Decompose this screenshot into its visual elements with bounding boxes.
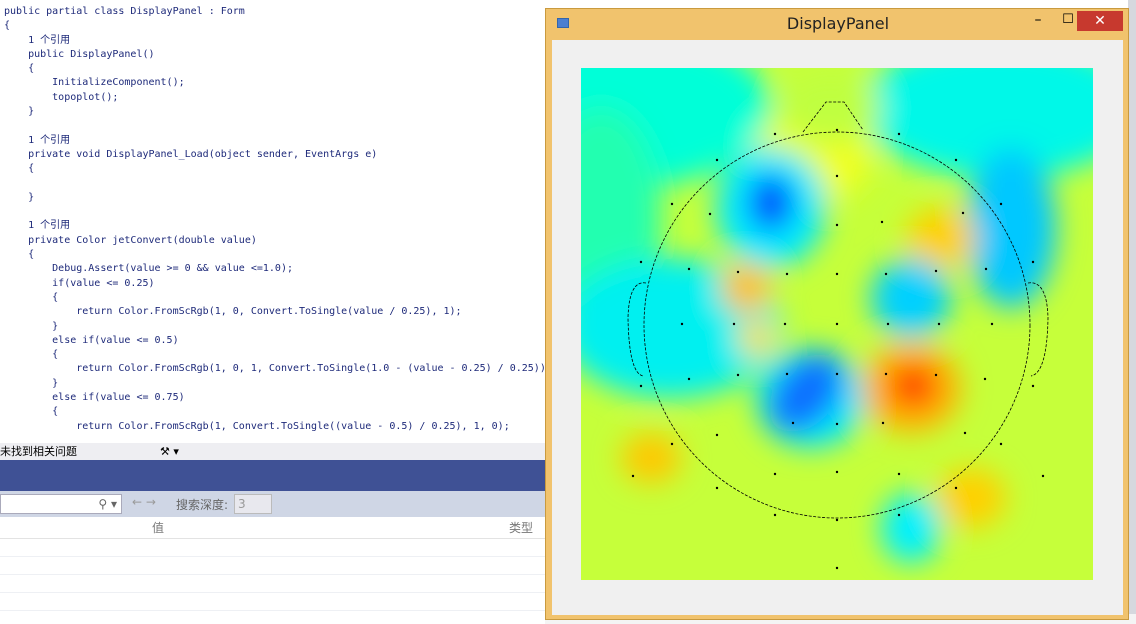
search-box[interactable]: ⚲ ▾	[0, 494, 122, 514]
electrode	[736, 270, 740, 274]
electrode	[934, 373, 938, 377]
electrode	[961, 211, 965, 215]
electrode	[791, 421, 795, 425]
electrode	[835, 566, 839, 570]
electrode	[835, 223, 839, 227]
electrode	[897, 513, 901, 517]
electrode	[835, 174, 839, 178]
electrode	[680, 322, 684, 326]
close-button[interactable]: ✕	[1077, 11, 1123, 31]
electrode	[999, 442, 1003, 446]
search-row: ⚲ ▾ ← → 搜索深度: 3	[0, 491, 545, 517]
column-header[interactable]: 值	[152, 521, 165, 535]
electrode	[708, 212, 712, 216]
electrode	[881, 421, 885, 425]
electrode	[783, 322, 787, 326]
status-text: 未找到相关问题	[0, 445, 77, 458]
topoplot	[581, 68, 1093, 580]
electrode	[897, 132, 901, 136]
electrode	[1031, 260, 1035, 264]
code: public partial class DisplayPanel : Form…	[4, 6, 545, 432]
column-header[interactable]: 类型	[509, 521, 534, 535]
electrode	[773, 472, 777, 476]
electrode	[1041, 474, 1045, 478]
electrode	[631, 474, 635, 478]
electrode	[736, 373, 740, 377]
head-outline	[627, 101, 1049, 519]
electrode	[884, 372, 888, 376]
electrode	[999, 202, 1003, 206]
electrode	[835, 322, 839, 326]
electrode	[835, 128, 839, 132]
electrode	[835, 372, 839, 376]
electrode	[785, 272, 789, 276]
electrode	[639, 384, 643, 388]
electrode	[983, 377, 987, 381]
electrodes	[631, 128, 1045, 570]
electrode	[835, 518, 839, 522]
electrode	[785, 372, 789, 376]
electrode	[670, 442, 674, 446]
electrode	[732, 322, 736, 326]
electrode	[835, 422, 839, 426]
search-depth[interactable]: 3	[234, 494, 272, 514]
electrode	[934, 269, 938, 273]
electrode	[937, 322, 941, 326]
electrode	[715, 158, 719, 162]
electrode	[687, 267, 691, 271]
minimize-button[interactable]: –	[1034, 12, 1042, 28]
electrode	[954, 158, 958, 162]
status-bar: 未找到相关问题 ⚒ ▾	[0, 443, 545, 460]
locals-rows	[0, 539, 545, 624]
electrode	[835, 272, 839, 276]
window-title: DisplayPanel	[786, 14, 890, 33]
tool-band	[0, 460, 545, 491]
search-depth-value: 3	[238, 497, 246, 511]
electrode	[884, 272, 888, 276]
electrode	[715, 433, 719, 437]
heatmap	[581, 68, 1093, 563]
electrode	[639, 260, 643, 264]
electrode	[963, 431, 967, 435]
electrode	[773, 132, 777, 136]
electrode	[1031, 384, 1035, 388]
electrode	[886, 322, 890, 326]
electrode	[687, 377, 691, 381]
electrode	[984, 267, 988, 271]
electrode	[897, 472, 901, 476]
electrode	[715, 486, 719, 490]
electrode	[990, 322, 994, 326]
electrode	[835, 470, 839, 474]
window-icon	[557, 18, 569, 28]
search-depth-label: 搜索深度:	[176, 498, 229, 512]
client-area	[552, 40, 1123, 615]
electrode	[880, 220, 884, 224]
background-strip	[1128, 0, 1136, 624]
nav-arrows[interactable]: ← →	[132, 495, 156, 509]
window: DisplayPanel – ☐ ✕	[545, 8, 1129, 620]
electrode	[773, 513, 777, 517]
code-editor: public partial class DisplayPanel : Form…	[0, 0, 545, 443]
electrode	[670, 202, 674, 206]
maximize-button[interactable]: ☐	[1062, 12, 1074, 27]
tool-icon[interactable]: ⚒ ▾	[160, 445, 179, 458]
electrode	[954, 486, 958, 490]
locals-header: 值 类型	[0, 517, 545, 539]
